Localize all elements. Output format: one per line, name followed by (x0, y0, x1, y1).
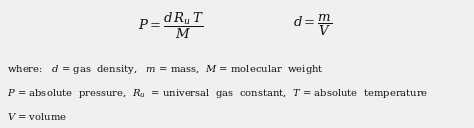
Text: $V$ = volume: $V$ = volume (7, 111, 67, 122)
Text: $P$ = absolute  pressure,  $R_{u}$  = universal  gas  constant,  $T$ = absolute : $P$ = absolute pressure, $R_{u}$ = unive… (7, 87, 428, 100)
Text: $d=\dfrac{m}{V}$: $d=\dfrac{m}{V}$ (293, 13, 332, 38)
Text: $P=\dfrac{d\,R_{u}\,T}{M}$: $P=\dfrac{d\,R_{u}\,T}{M}$ (138, 10, 203, 41)
Text: where:   $d$ = gas  density,   $m$ = mass,  $M$ = molecular  weight: where: $d$ = gas density, $m$ = mass, $M… (7, 63, 324, 76)
